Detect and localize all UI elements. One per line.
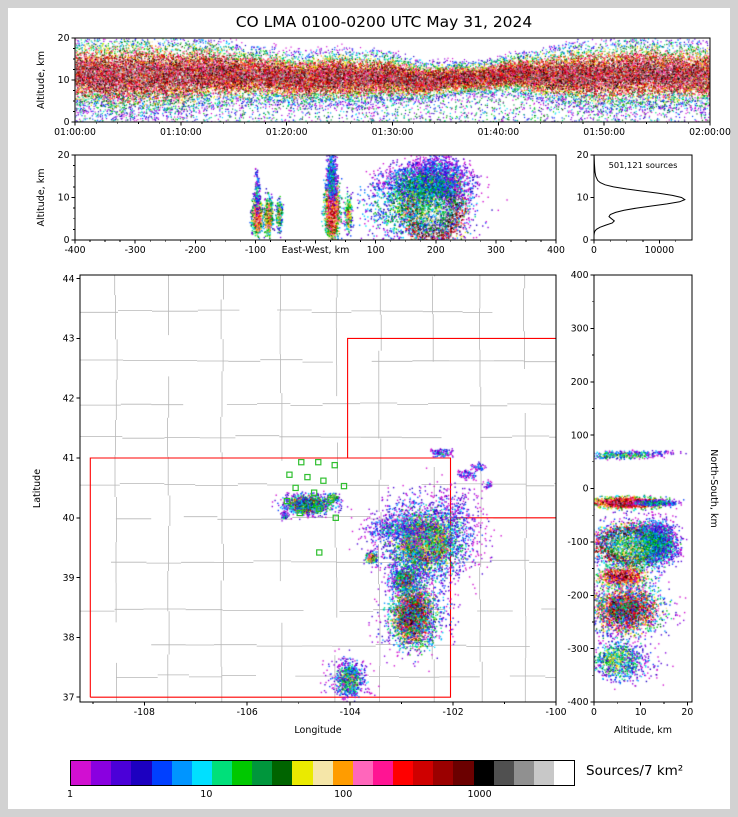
plot-title: CO LMA 0100-0200 UTC May 31, 2024 xyxy=(235,13,533,31)
colorbar-segment xyxy=(71,761,92,785)
colorbar-tick-label: 1 xyxy=(66,789,74,800)
colorbar-segment xyxy=(211,761,232,785)
colorbar-segment xyxy=(191,761,212,785)
colorbar-segment xyxy=(554,761,575,785)
colorbar-segment xyxy=(433,761,454,785)
colorbar-segment xyxy=(533,761,554,785)
colorbar-segment xyxy=(111,761,132,785)
altitude-histogram-panel xyxy=(594,155,692,240)
colorbar xyxy=(70,760,575,786)
colorbar-segment xyxy=(393,761,414,785)
colorbar-label: Sources/7 km² xyxy=(586,763,684,779)
colorbar-segment xyxy=(372,761,393,785)
north-south-height-panel xyxy=(594,275,692,702)
colorbar-segment xyxy=(151,761,172,785)
colorbar-segment xyxy=(91,761,112,785)
east-west-height-panel xyxy=(75,155,556,240)
colorbar-segment xyxy=(473,761,494,785)
time-height-panel xyxy=(75,38,710,122)
colorbar-segment xyxy=(272,761,293,785)
colorbar-segment xyxy=(171,761,192,785)
colorbar-segment xyxy=(131,761,152,785)
colorbar-tick-label: 100 xyxy=(334,789,353,800)
plan-view-map-panel xyxy=(80,275,556,702)
colorbar-segment xyxy=(493,761,514,785)
colorbar-tick-label: 10 xyxy=(200,789,213,800)
colorbar-segment xyxy=(352,761,373,785)
colorbar-segment xyxy=(232,761,253,785)
colorbar-segment xyxy=(453,761,474,785)
colorbar-segment xyxy=(413,761,434,785)
colorbar-tick-label: 1000 xyxy=(467,789,492,800)
colorbar-segment xyxy=(292,761,313,785)
colorbar-segment xyxy=(312,761,333,785)
colorbar-segment xyxy=(513,761,534,785)
colorbar-segment xyxy=(252,761,273,785)
colorbar-segment xyxy=(332,761,353,785)
